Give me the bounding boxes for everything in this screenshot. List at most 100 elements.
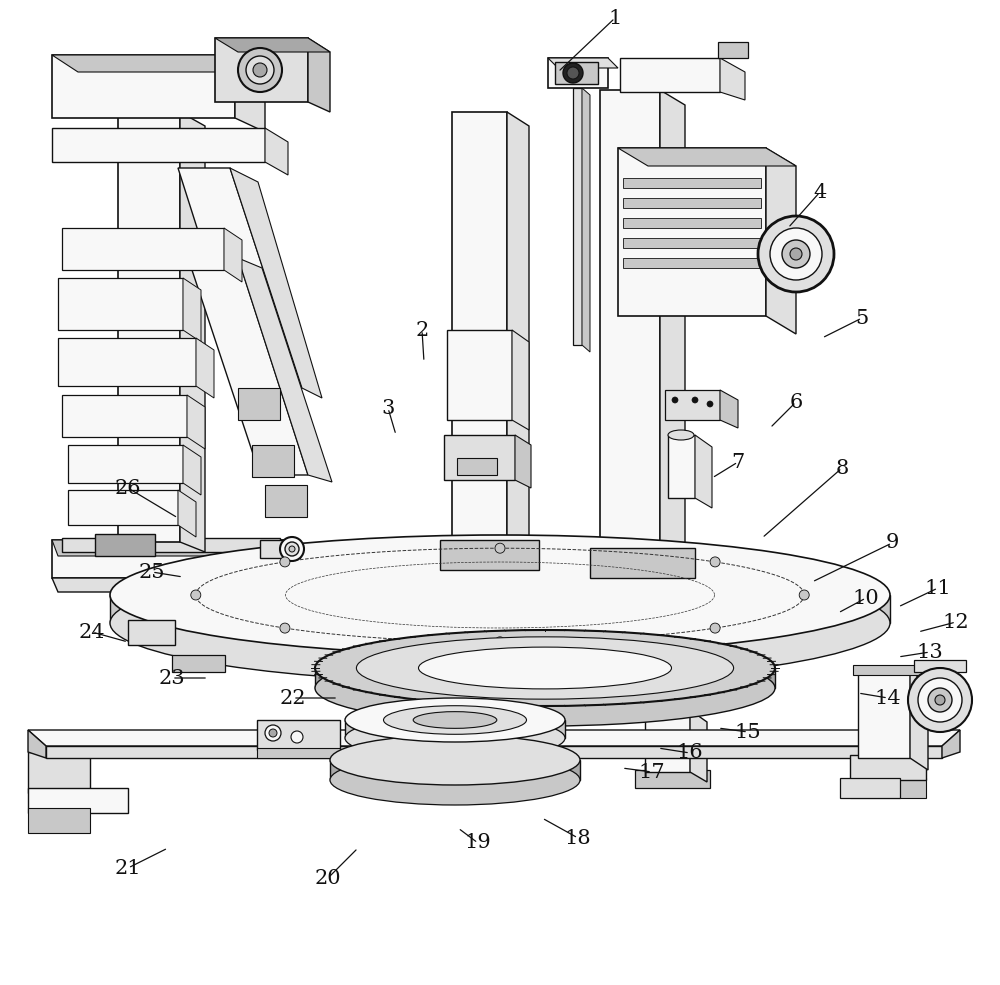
Polygon shape xyxy=(62,395,187,437)
Circle shape xyxy=(253,63,267,77)
Polygon shape xyxy=(58,338,196,386)
Ellipse shape xyxy=(110,563,890,683)
Circle shape xyxy=(908,668,972,732)
Polygon shape xyxy=(444,435,515,480)
Polygon shape xyxy=(183,445,201,495)
Polygon shape xyxy=(28,808,90,833)
Circle shape xyxy=(707,401,713,407)
Circle shape xyxy=(935,695,945,705)
Circle shape xyxy=(291,731,303,743)
Polygon shape xyxy=(853,665,923,675)
Polygon shape xyxy=(187,395,205,449)
Polygon shape xyxy=(28,788,128,813)
Polygon shape xyxy=(600,90,660,555)
Ellipse shape xyxy=(345,698,565,742)
Circle shape xyxy=(770,228,822,280)
Circle shape xyxy=(799,590,809,600)
Polygon shape xyxy=(52,540,298,578)
Text: 9: 9 xyxy=(885,534,899,553)
Polygon shape xyxy=(215,38,308,102)
Polygon shape xyxy=(548,58,608,88)
Polygon shape xyxy=(178,168,302,388)
Polygon shape xyxy=(330,760,580,780)
Circle shape xyxy=(782,240,810,268)
Polygon shape xyxy=(573,88,582,345)
Polygon shape xyxy=(180,112,205,552)
Circle shape xyxy=(191,590,201,600)
Text: 6: 6 xyxy=(789,392,803,412)
Circle shape xyxy=(790,248,802,260)
Polygon shape xyxy=(548,58,618,68)
Polygon shape xyxy=(440,540,539,570)
Circle shape xyxy=(495,636,505,647)
Polygon shape xyxy=(238,388,280,420)
Polygon shape xyxy=(452,112,507,545)
Polygon shape xyxy=(618,148,796,166)
Polygon shape xyxy=(252,445,294,477)
Polygon shape xyxy=(690,710,707,782)
Polygon shape xyxy=(507,112,529,556)
Polygon shape xyxy=(46,746,942,758)
Circle shape xyxy=(758,216,834,292)
Polygon shape xyxy=(118,112,180,542)
Circle shape xyxy=(710,624,720,633)
Text: 13: 13 xyxy=(917,642,943,662)
Circle shape xyxy=(672,397,678,403)
Polygon shape xyxy=(623,238,761,248)
Polygon shape xyxy=(224,228,242,282)
Ellipse shape xyxy=(330,735,580,785)
Text: 18: 18 xyxy=(565,828,591,847)
Polygon shape xyxy=(95,534,155,556)
Polygon shape xyxy=(315,668,775,688)
Circle shape xyxy=(692,397,698,403)
Polygon shape xyxy=(178,490,196,537)
Text: 22: 22 xyxy=(280,689,306,707)
Text: 17: 17 xyxy=(639,762,665,781)
Polygon shape xyxy=(623,198,761,208)
Polygon shape xyxy=(257,748,340,758)
Circle shape xyxy=(918,678,962,722)
Polygon shape xyxy=(257,720,340,750)
Text: 8: 8 xyxy=(835,458,849,478)
Text: 10: 10 xyxy=(853,588,879,608)
Polygon shape xyxy=(850,755,926,780)
Polygon shape xyxy=(512,330,529,430)
Text: 25: 25 xyxy=(139,562,165,581)
Polygon shape xyxy=(582,88,590,352)
Polygon shape xyxy=(660,90,685,565)
Polygon shape xyxy=(28,730,46,758)
Polygon shape xyxy=(52,128,265,162)
Polygon shape xyxy=(62,538,280,552)
Circle shape xyxy=(269,729,277,737)
Text: 20: 20 xyxy=(315,869,341,887)
Polygon shape xyxy=(555,62,598,84)
Polygon shape xyxy=(668,435,695,498)
Polygon shape xyxy=(515,435,531,488)
Text: 11: 11 xyxy=(925,578,951,598)
Polygon shape xyxy=(720,390,738,428)
Text: 5: 5 xyxy=(855,308,869,327)
Text: 7: 7 xyxy=(731,452,745,472)
Circle shape xyxy=(238,48,282,92)
Polygon shape xyxy=(345,720,565,738)
Circle shape xyxy=(285,542,299,556)
Text: 15: 15 xyxy=(735,723,761,742)
Circle shape xyxy=(495,543,505,554)
Polygon shape xyxy=(942,730,960,758)
Polygon shape xyxy=(28,730,960,746)
Ellipse shape xyxy=(418,647,672,689)
Polygon shape xyxy=(52,578,305,592)
Polygon shape xyxy=(447,330,512,420)
Circle shape xyxy=(280,557,290,567)
Polygon shape xyxy=(665,390,720,420)
Ellipse shape xyxy=(315,630,775,706)
Polygon shape xyxy=(52,55,265,72)
Polygon shape xyxy=(308,38,330,112)
Polygon shape xyxy=(230,168,322,398)
Ellipse shape xyxy=(356,637,734,699)
Polygon shape xyxy=(695,435,712,508)
Polygon shape xyxy=(183,278,201,342)
Polygon shape xyxy=(265,128,288,175)
Polygon shape xyxy=(110,595,890,623)
Polygon shape xyxy=(128,620,175,645)
